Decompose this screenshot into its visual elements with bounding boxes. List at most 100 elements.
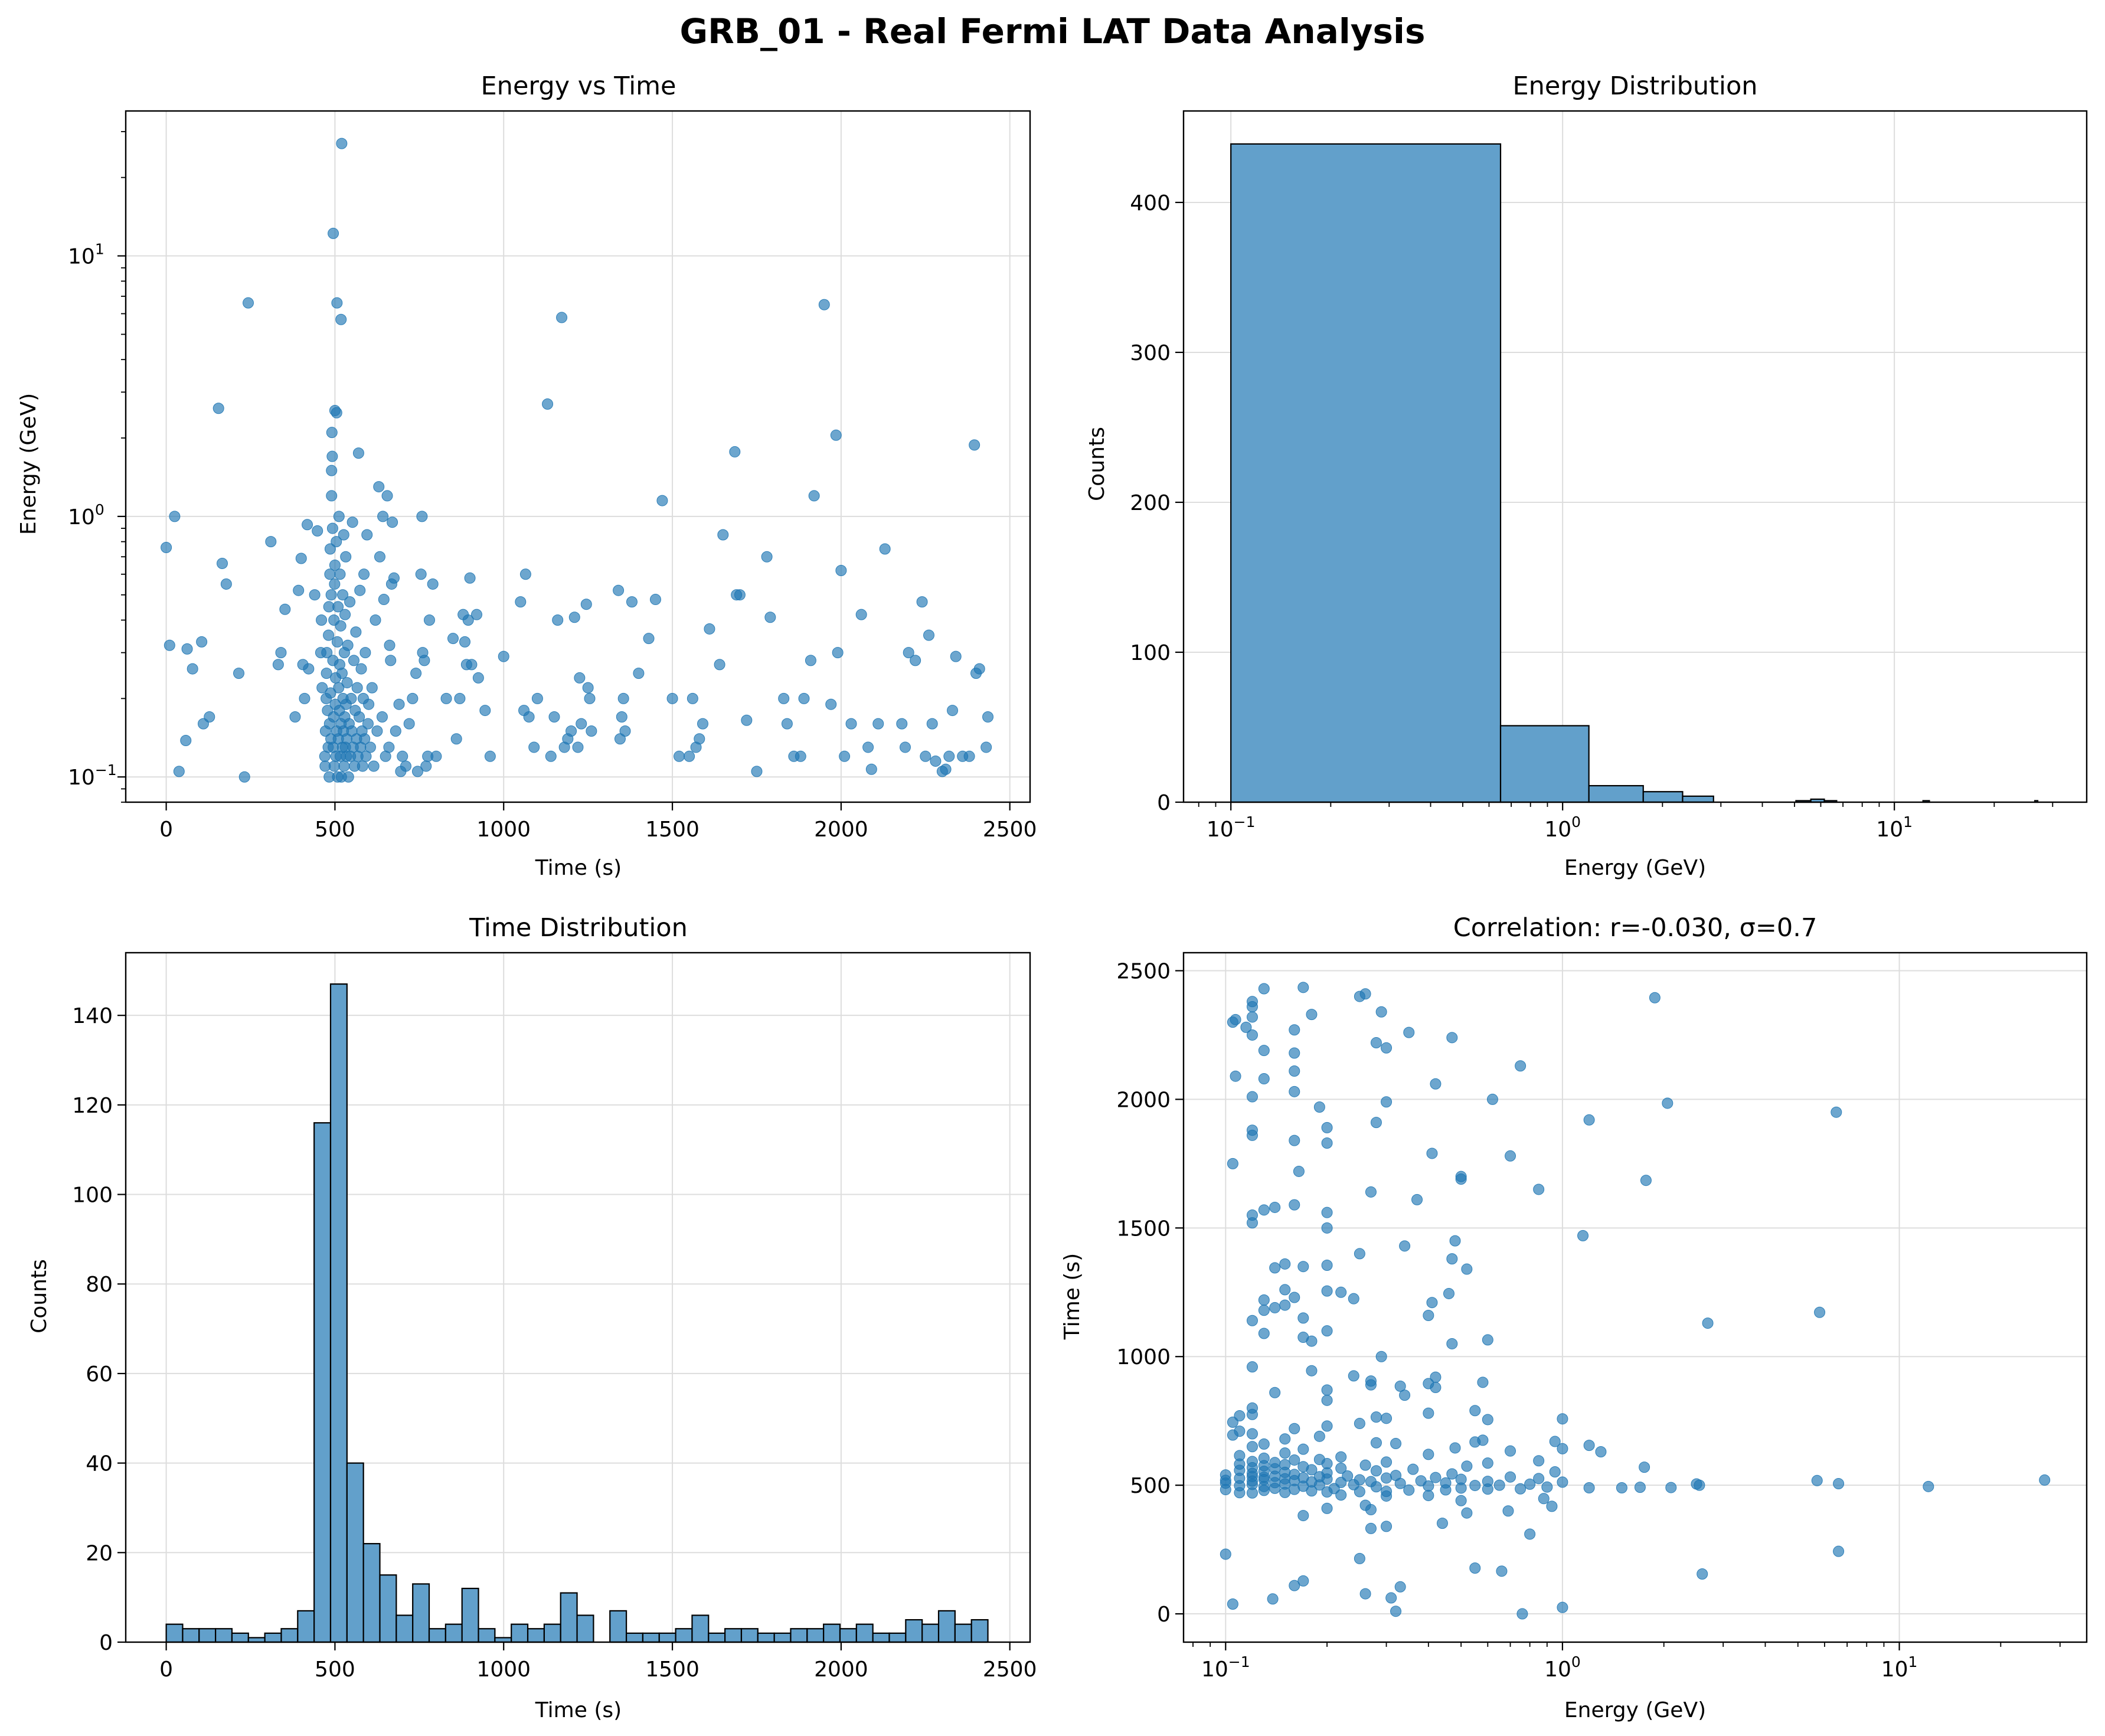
scatter-point <box>798 692 810 704</box>
scatter-point <box>334 568 346 580</box>
scatter-point <box>926 718 938 730</box>
scatter-point <box>751 766 763 777</box>
scatter-point <box>347 516 358 528</box>
x-tick-label: 1000 <box>476 1657 531 1682</box>
scatter-point <box>1477 1377 1489 1388</box>
scatter-point <box>362 718 374 730</box>
scatter-point <box>1399 1390 1411 1401</box>
scatter-point <box>1381 1521 1393 1532</box>
scatter-point <box>1321 1420 1333 1432</box>
scatter-point <box>325 687 336 699</box>
y-tick-label: 500 <box>1130 1474 1171 1498</box>
scatter-point <box>1455 1495 1467 1506</box>
scatter-point <box>633 668 645 679</box>
x-axis-label: Time (s) <box>535 1698 622 1722</box>
scatter-point <box>714 659 725 671</box>
scatter-point <box>1430 1078 1442 1090</box>
scatter-point <box>1505 1471 1516 1483</box>
scatter-point <box>1482 1457 1493 1469</box>
scatter-point <box>1342 1470 1354 1482</box>
scatter-point <box>1461 1263 1473 1275</box>
scatter-point <box>344 596 356 608</box>
scatter-point <box>1279 1258 1291 1270</box>
scatter-point <box>617 692 629 704</box>
y-tick-label: 400 <box>1130 191 1171 215</box>
histogram-bar <box>708 1632 726 1643</box>
scatter-point <box>1403 1484 1415 1496</box>
scatter-point <box>321 647 333 659</box>
scatter-point <box>338 529 349 541</box>
scatter-point <box>1469 1562 1481 1574</box>
scatter-point <box>1381 1413 1393 1424</box>
scatter-point <box>879 543 891 555</box>
scatter-point <box>899 741 911 753</box>
histogram-bar <box>165 1623 184 1643</box>
scatter-point <box>1443 1287 1454 1299</box>
scatter-point <box>272 659 284 671</box>
scatter-point <box>373 481 385 493</box>
scatter-point <box>1385 1592 1397 1604</box>
scatter-point <box>572 741 584 753</box>
scatter-point <box>1446 1253 1458 1265</box>
scatter-point <box>1394 1581 1406 1593</box>
y-axis-label: Counts <box>1085 427 1109 501</box>
histogram-bar <box>395 1614 414 1643</box>
scatter-point <box>832 647 844 659</box>
scatter-point <box>1533 1473 1545 1485</box>
scatter-point <box>1258 1045 1270 1057</box>
scatter-point <box>684 750 695 762</box>
scatter-point <box>447 633 459 645</box>
x-tick-label: 500 <box>315 1657 355 1682</box>
scatter-point <box>781 718 793 730</box>
scatter-point <box>1321 1207 1333 1218</box>
histogram-bar <box>970 1619 989 1643</box>
scatter-point <box>326 427 338 439</box>
scatter-point <box>450 733 462 745</box>
scatter-point <box>1691 1478 1702 1490</box>
scatter-point <box>1486 1093 1498 1105</box>
scatter-point <box>459 636 470 648</box>
scatter-point <box>1354 1248 1365 1260</box>
scatter-point <box>1493 1479 1505 1491</box>
scatter-point <box>1557 1476 1568 1488</box>
histogram-bar <box>362 1543 381 1643</box>
scatter-point <box>454 692 466 704</box>
scatter-point <box>357 760 368 772</box>
scatter-point <box>1246 1361 1258 1373</box>
scatter-point <box>1634 1482 1646 1493</box>
scatter-point <box>969 439 980 451</box>
scatter-point <box>1269 1387 1281 1398</box>
scatter-point <box>1538 1493 1550 1505</box>
x-tick-label: 100 <box>1544 813 1581 842</box>
scatter-point <box>734 589 746 601</box>
histogram-bar <box>576 1614 594 1643</box>
histogram-bar <box>412 1583 430 1643</box>
scatter-point <box>1833 1545 1845 1557</box>
scatter-point <box>440 692 452 704</box>
scatter-point <box>471 609 483 620</box>
scatter-point <box>865 763 877 775</box>
x-tick-label: 1500 <box>645 818 700 842</box>
scatter-point <box>342 639 354 651</box>
scatter-point <box>1365 1522 1377 1534</box>
scatter-point <box>552 614 564 626</box>
scatter-point <box>385 655 397 666</box>
x-tick-label: 10−1 <box>1201 1653 1250 1682</box>
y-tick-label: 2000 <box>1116 1088 1171 1112</box>
x-tick-label: 2500 <box>983 1657 1037 1682</box>
scatter-point <box>1258 1452 1270 1464</box>
scatter-point <box>338 760 350 772</box>
scatter-point <box>1423 1378 1434 1390</box>
scatter-point <box>613 584 625 596</box>
scatter-point <box>1246 1441 1258 1453</box>
scatter-point <box>410 668 422 679</box>
scatter-point <box>980 741 992 753</box>
scatter-point <box>1258 1294 1270 1306</box>
y-tick-label: 2500 <box>1116 960 1171 984</box>
y-axis-label: Time (s) <box>1060 1253 1084 1340</box>
scatter-point <box>1279 1284 1291 1296</box>
scatter-point <box>326 450 338 462</box>
scatter-point <box>316 614 328 626</box>
y-tick-label: 0 <box>1157 791 1171 815</box>
scatter-point <box>430 750 442 762</box>
